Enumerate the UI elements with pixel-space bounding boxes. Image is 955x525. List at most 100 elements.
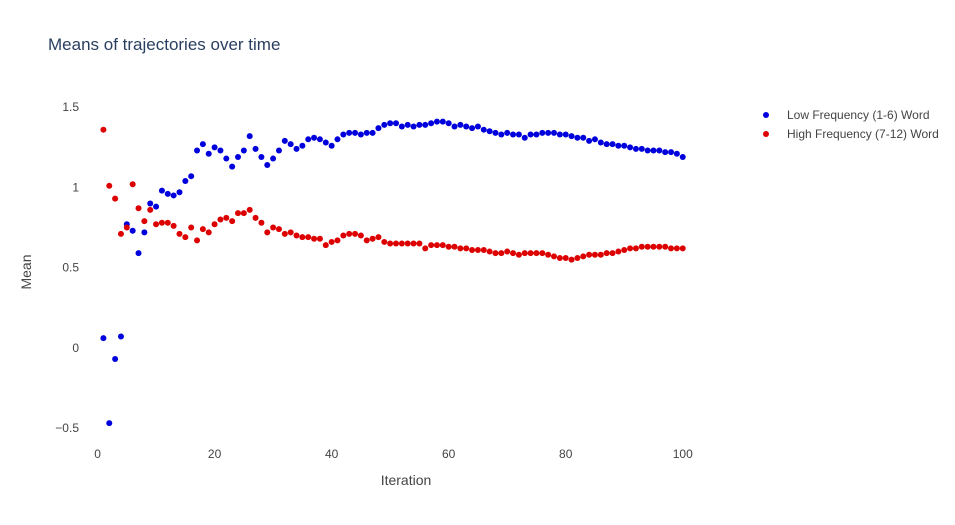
- data-point[interactable]: [451, 243, 458, 250]
- data-point[interactable]: [287, 229, 294, 236]
- data-point[interactable]: [469, 246, 476, 253]
- data-point[interactable]: [129, 227, 136, 234]
- data-point[interactable]: [428, 242, 435, 249]
- data-point[interactable]: [451, 123, 458, 130]
- data-point[interactable]: [591, 136, 598, 143]
- data-point[interactable]: [662, 149, 669, 156]
- data-point[interactable]: [416, 121, 423, 128]
- data-point[interactable]: [182, 178, 189, 184]
- data-point[interactable]: [158, 187, 165, 194]
- data-point[interactable]: [393, 120, 399, 127]
- data-point[interactable]: [299, 234, 306, 241]
- data-point[interactable]: [428, 120, 435, 127]
- data-point[interactable]: [498, 250, 505, 257]
- data-point[interactable]: [673, 150, 680, 157]
- data-point[interactable]: [258, 219, 265, 226]
- data-point[interactable]: [486, 128, 493, 135]
- data-point[interactable]: [158, 219, 165, 226]
- data-point[interactable]: [264, 229, 271, 236]
- data-point[interactable]: [410, 240, 417, 247]
- data-point[interactable]: [662, 243, 669, 250]
- data-point[interactable]: [275, 147, 282, 154]
- data-point[interactable]: [211, 221, 218, 228]
- data-point[interactable]: [141, 229, 148, 236]
- data-point[interactable]: [650, 147, 657, 154]
- data-point[interactable]: [568, 256, 575, 263]
- data-point[interactable]: [311, 134, 318, 141]
- data-point[interactable]: [117, 333, 124, 340]
- data-point[interactable]: [480, 246, 487, 253]
- data-point[interactable]: [363, 237, 370, 244]
- data-point[interactable]: [439, 242, 446, 249]
- data-point[interactable]: [182, 234, 189, 241]
- data-point[interactable]: [246, 133, 253, 140]
- data-point[interactable]: [492, 250, 499, 257]
- data-point[interactable]: [433, 242, 440, 249]
- data-point[interactable]: [188, 173, 195, 180]
- data-point[interactable]: [199, 141, 206, 148]
- data-point[interactable]: [597, 139, 604, 146]
- data-point[interactable]: [416, 240, 423, 247]
- data-point[interactable]: [609, 141, 616, 148]
- data-point[interactable]: [293, 145, 300, 152]
- data-point[interactable]: [615, 142, 622, 149]
- data-point[interactable]: [445, 243, 452, 250]
- data-point[interactable]: [123, 224, 130, 231]
- data-point[interactable]: [223, 214, 230, 221]
- data-point[interactable]: [223, 155, 230, 162]
- data-point[interactable]: [352, 230, 359, 237]
- data-point[interactable]: [147, 206, 154, 213]
- data-point[interactable]: [510, 250, 517, 257]
- data-point[interactable]: [305, 136, 312, 143]
- data-point[interactable]: [644, 243, 651, 250]
- data-point[interactable]: [679, 153, 686, 160]
- data-point[interactable]: [632, 145, 639, 152]
- data-point[interactable]: [422, 121, 429, 128]
- data-point[interactable]: [515, 131, 522, 138]
- data-point[interactable]: [621, 142, 628, 149]
- data-point[interactable]: [100, 126, 107, 133]
- data-point[interactable]: [545, 251, 552, 258]
- data-point[interactable]: [199, 226, 206, 233]
- data-point[interactable]: [586, 137, 593, 144]
- data-point[interactable]: [574, 134, 581, 141]
- data-point[interactable]: [129, 181, 136, 188]
- data-point[interactable]: [433, 118, 440, 125]
- data-point[interactable]: [398, 240, 405, 247]
- data-point[interactable]: [112, 195, 119, 202]
- data-point[interactable]: [235, 153, 241, 160]
- data-point[interactable]: [311, 235, 318, 242]
- data-point[interactable]: [591, 251, 598, 258]
- data-point[interactable]: [346, 230, 353, 237]
- data-point[interactable]: [381, 238, 388, 245]
- data-point[interactable]: [322, 242, 329, 249]
- data-point[interactable]: [492, 129, 499, 136]
- data-point[interactable]: [498, 131, 505, 138]
- data-point[interactable]: [281, 137, 288, 144]
- data-point[interactable]: [352, 129, 359, 136]
- data-point[interactable]: [153, 221, 160, 228]
- data-point[interactable]: [217, 147, 224, 154]
- data-point[interactable]: [387, 120, 394, 127]
- data-point[interactable]: [229, 218, 236, 225]
- data-point[interactable]: [556, 131, 563, 138]
- legend-item[interactable]: High Frequency (7-12) Word: [763, 127, 939, 141]
- data-point[interactable]: [252, 214, 259, 221]
- data-point[interactable]: [586, 251, 593, 258]
- data-point[interactable]: [510, 131, 517, 138]
- data-point[interactable]: [439, 118, 446, 125]
- data-point[interactable]: [135, 250, 142, 257]
- data-point[interactable]: [246, 206, 253, 213]
- data-point[interactable]: [539, 129, 546, 136]
- data-point[interactable]: [474, 246, 481, 253]
- data-point[interactable]: [147, 200, 154, 207]
- data-point[interactable]: [252, 145, 259, 152]
- data-point[interactable]: [387, 240, 394, 247]
- data-point[interactable]: [609, 250, 616, 257]
- data-point[interactable]: [322, 139, 329, 146]
- data-point[interactable]: [328, 238, 335, 245]
- data-point[interactable]: [316, 235, 323, 242]
- data-point[interactable]: [398, 123, 405, 130]
- data-point[interactable]: [486, 248, 493, 255]
- data-point[interactable]: [176, 189, 183, 196]
